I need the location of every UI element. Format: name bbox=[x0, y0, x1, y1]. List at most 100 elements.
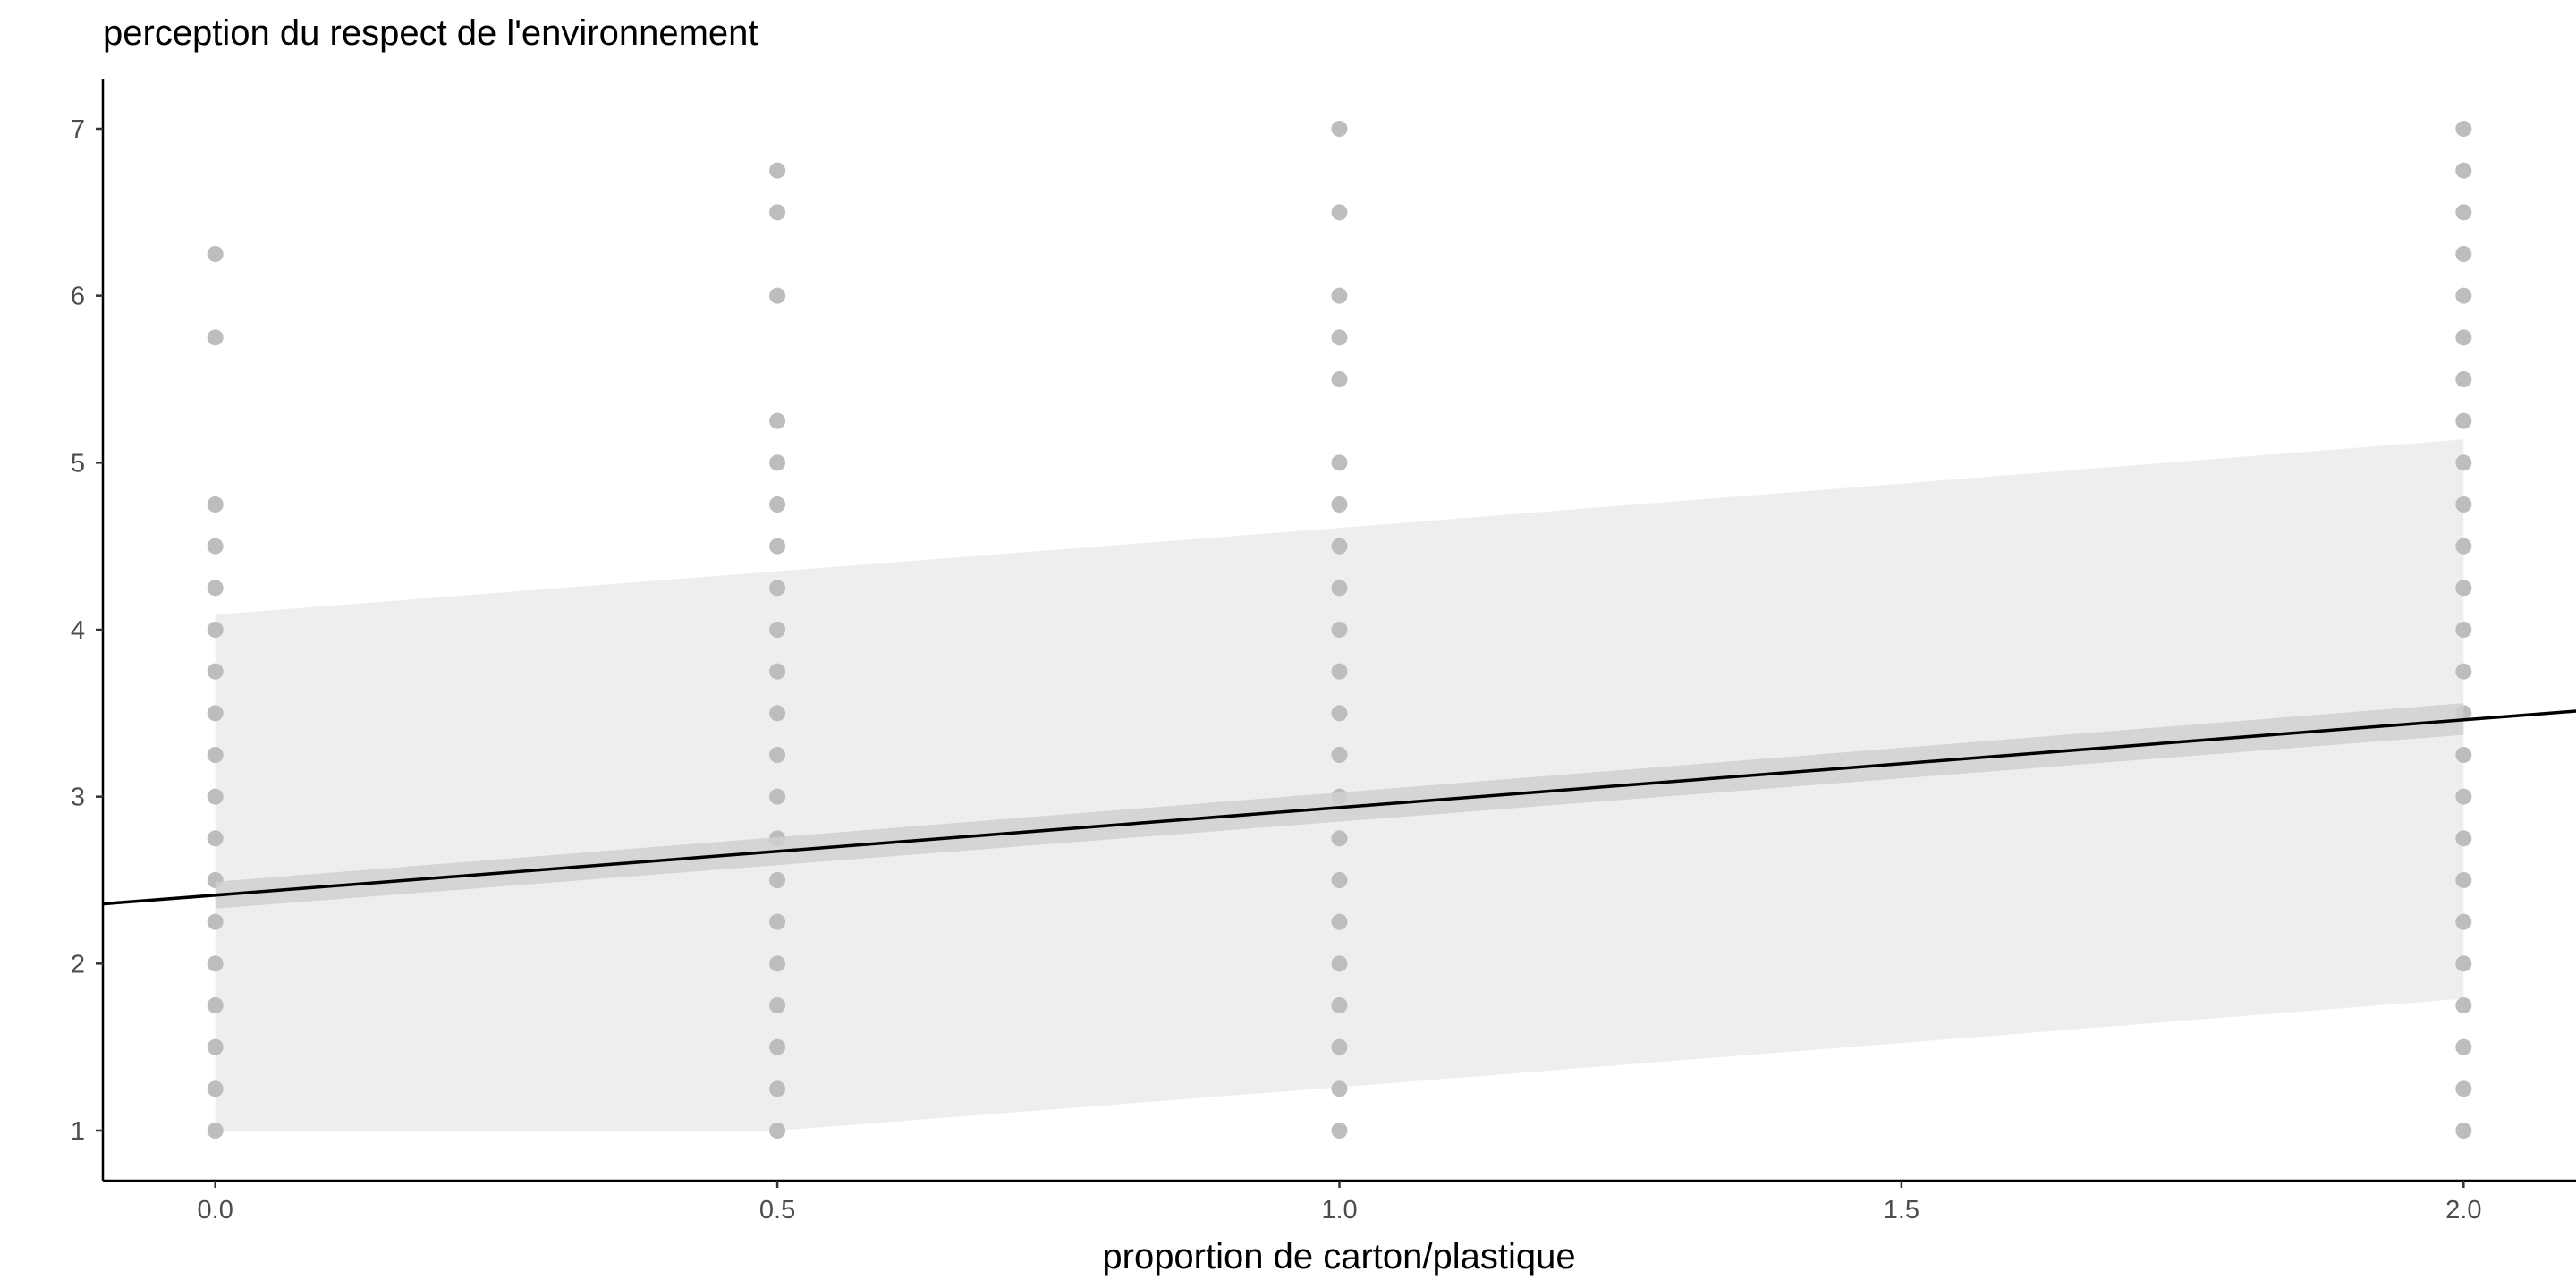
x-tick-label: 1.0 bbox=[1321, 1196, 1357, 1224]
data-point bbox=[207, 705, 224, 722]
y-tick-label: 3 bbox=[71, 784, 85, 812]
data-point bbox=[769, 955, 786, 972]
x-tick-label: 1.5 bbox=[1884, 1196, 1919, 1224]
y-tick-label: 5 bbox=[71, 449, 85, 478]
data-point bbox=[1331, 997, 1348, 1013]
data-point bbox=[769, 747, 786, 763]
x-axis-title: proportion de carton/plastique bbox=[1102, 1237, 1575, 1276]
confidence-band-layer bbox=[215, 703, 2464, 909]
data-point bbox=[1331, 371, 1348, 387]
data-point bbox=[1331, 872, 1348, 888]
data-point bbox=[1331, 913, 1348, 930]
data-point bbox=[769, 412, 786, 429]
data-point bbox=[769, 162, 786, 179]
y-tick-label: 6 bbox=[71, 283, 85, 311]
data-point bbox=[2455, 1123, 2472, 1139]
data-point bbox=[2455, 788, 2472, 805]
data-point bbox=[207, 747, 224, 763]
data-point bbox=[207, 246, 224, 262]
x-tick-label: 0.5 bbox=[759, 1196, 795, 1224]
data-point bbox=[2455, 121, 2472, 137]
data-point bbox=[1331, 705, 1348, 722]
data-point bbox=[2455, 955, 2472, 972]
data-point bbox=[1331, 287, 1348, 304]
data-point bbox=[1331, 830, 1348, 847]
data-point bbox=[2455, 371, 2472, 387]
data-point bbox=[207, 663, 224, 680]
data-point bbox=[769, 872, 786, 888]
data-point bbox=[769, 622, 786, 638]
data-point bbox=[207, 538, 224, 555]
data-point bbox=[1331, 1123, 1348, 1139]
data-point bbox=[2455, 622, 2472, 638]
data-point bbox=[2455, 580, 2472, 597]
data-point bbox=[207, 496, 224, 513]
y-tick-label: 1 bbox=[71, 1117, 85, 1146]
data-point bbox=[207, 788, 224, 805]
data-point bbox=[769, 538, 786, 555]
data-point bbox=[2455, 830, 2472, 847]
data-point bbox=[2455, 913, 2472, 930]
data-point bbox=[1331, 454, 1348, 471]
data-point bbox=[207, 1038, 224, 1055]
data-point bbox=[207, 622, 224, 638]
data-point bbox=[207, 913, 224, 930]
regression-line-layer bbox=[102, 709, 2576, 906]
data-point bbox=[769, 580, 786, 597]
x-tick-label: 2.0 bbox=[2445, 1196, 2481, 1224]
data-point bbox=[769, 705, 786, 722]
data-point bbox=[2455, 246, 2472, 262]
regression-line bbox=[102, 709, 2576, 906]
data-point bbox=[2455, 204, 2472, 221]
data-point bbox=[2455, 454, 2472, 471]
data-point bbox=[769, 454, 786, 471]
data-point bbox=[1331, 663, 1348, 680]
data-point bbox=[769, 204, 786, 221]
data-point bbox=[1331, 1038, 1348, 1055]
data-point bbox=[2455, 538, 2472, 555]
data-point bbox=[1331, 1080, 1348, 1097]
confidence-band bbox=[215, 703, 2464, 909]
data-point bbox=[769, 1123, 786, 1139]
data-point bbox=[207, 1080, 224, 1097]
data-point bbox=[2455, 496, 2472, 513]
data-point bbox=[1331, 121, 1348, 137]
data-point bbox=[769, 913, 786, 930]
y-tick-label: 4 bbox=[71, 616, 85, 645]
data-point bbox=[207, 955, 224, 972]
data-point bbox=[2455, 1080, 2472, 1097]
data-point bbox=[769, 997, 786, 1013]
data-point bbox=[1331, 622, 1348, 638]
data-point bbox=[769, 1080, 786, 1097]
data-point bbox=[1331, 955, 1348, 972]
data-point bbox=[769, 1038, 786, 1055]
ticks-layer: 1 2 3 4 5 6 7 0.0 0.5 1.0 1.5 2.0 bbox=[71, 115, 2482, 1224]
data-point bbox=[2455, 1038, 2472, 1055]
data-point bbox=[1331, 580, 1348, 597]
data-point bbox=[2455, 872, 2472, 888]
data-point bbox=[1331, 538, 1348, 555]
data-point bbox=[2455, 997, 2472, 1013]
data-point bbox=[207, 997, 224, 1013]
data-point bbox=[1331, 496, 1348, 513]
data-point bbox=[2455, 287, 2472, 304]
data-point bbox=[2455, 162, 2472, 179]
data-point bbox=[1331, 204, 1348, 221]
data-point bbox=[2455, 663, 2472, 680]
data-point bbox=[207, 1123, 224, 1139]
y-tick-label: 7 bbox=[71, 115, 85, 144]
data-point bbox=[207, 830, 224, 847]
points-layer bbox=[207, 121, 2472, 1139]
data-point bbox=[769, 496, 786, 513]
data-point bbox=[1331, 747, 1348, 763]
data-point bbox=[769, 788, 786, 805]
data-point bbox=[207, 580, 224, 597]
data-point bbox=[1331, 329, 1348, 346]
data-point bbox=[769, 663, 786, 680]
data-point bbox=[2455, 747, 2472, 763]
data-point bbox=[769, 287, 786, 304]
data-point bbox=[207, 329, 224, 346]
y-tick-label: 2 bbox=[71, 950, 85, 979]
data-point bbox=[2455, 329, 2472, 346]
